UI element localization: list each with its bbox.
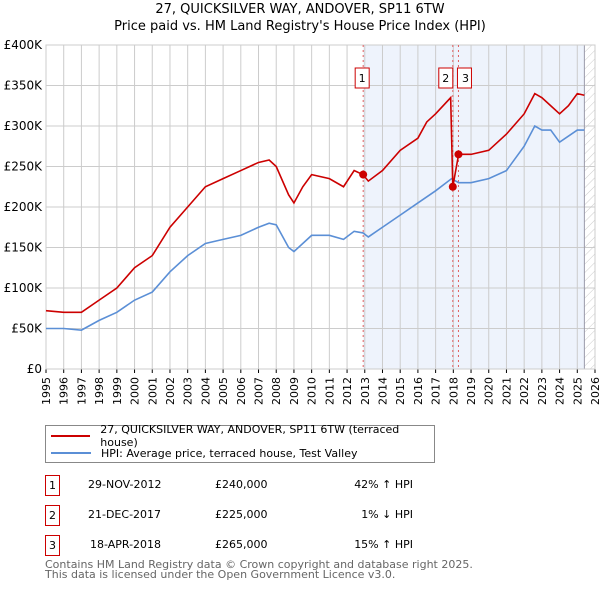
legend: 27, QUICKSILVER WAY, ANDOVER, SP11 6TW (… (45, 423, 435, 463)
x-tick-label: 2021 (500, 377, 513, 405)
x-tick-label: 2010 (306, 377, 319, 405)
x-tick-label: 2008 (270, 377, 283, 405)
sale-label-box (438, 67, 454, 89)
x-tick-label: 2003 (182, 377, 195, 405)
y-tick-label: £350K (4, 79, 44, 93)
x-tick-label: 2000 (129, 377, 142, 405)
y-tick-label: £300K (4, 119, 44, 133)
footer: Contains HM Land Registry data © Crown c… (45, 558, 473, 581)
x-tick-label: 2013 (359, 377, 372, 405)
x-tick-label: 1999 (111, 377, 124, 405)
legend-swatch-blue (51, 452, 91, 454)
sale-point (359, 170, 368, 179)
sale-marker: 2 (45, 505, 60, 526)
series-line (45, 92, 585, 314)
y-tick-label: £200K (4, 200, 44, 214)
sale-marker: 3 (45, 535, 60, 556)
x-tick-label: 2020 (483, 377, 496, 405)
sale-point (448, 182, 457, 191)
sale-hpi: 1% ↓ HPI (361, 508, 413, 521)
y-tick-label: £150K (4, 241, 44, 255)
sale-hpi: 42% ↑ HPI (354, 478, 413, 491)
x-tick-label: 2017 (430, 377, 443, 405)
sale-price: £240,000 (215, 478, 268, 491)
x-tick-label: 2001 (146, 377, 159, 405)
table-row: 2 21-DEC-2017 £225,000 1% ↓ HPI (45, 505, 445, 527)
sale-label-box (456, 67, 472, 89)
x-tick-label: 2014 (376, 377, 389, 405)
sale-point (454, 150, 463, 159)
sale-label: 1 (359, 72, 366, 85)
legend-label-property: 27, QUICKSILVER WAY, ANDOVER, SP11 6TW (… (100, 423, 400, 449)
y-tick-label: £0 (27, 362, 42, 376)
x-tick-label: 2011 (323, 377, 336, 405)
x-tick-label: 1996 (58, 377, 71, 405)
x-tick-label: 2022 (518, 377, 531, 405)
sale-price: £225,000 (215, 508, 268, 521)
y-tick-label: £50K (11, 322, 43, 336)
sale-marker: 1 (45, 475, 60, 496)
sale-price: £265,000 (215, 538, 268, 551)
x-tick-label: 2023 (536, 377, 549, 405)
y-tick-label: £100K (4, 281, 44, 295)
y-tick-label: £400K (4, 38, 44, 52)
chart-subtitle: Price paid vs. HM Land Registry's House … (114, 19, 486, 34)
sale-label: 2 (442, 72, 449, 85)
x-tick-label: 2006 (235, 377, 248, 405)
sale-date: 29-NOV-2012 (88, 478, 162, 491)
footer-line: This data is licensed under the Open Gov… (45, 568, 396, 581)
x-tick-label: 2026 (589, 377, 600, 405)
table-row: 1 29-NOV-2012 £240,000 42% ↑ HPI (45, 475, 445, 497)
table-row: 3 18-APR-2018 £265,000 15% ↑ HPI (45, 535, 445, 557)
x-tick-label: 1998 (93, 377, 106, 405)
x-tick-label: 2018 (447, 377, 460, 405)
x-tick-label: 2004 (199, 377, 212, 405)
sale-hpi: 15% ↑ HPI (354, 538, 413, 551)
x-tick-label: 2012 (341, 377, 354, 405)
x-tick-label: 2009 (288, 377, 301, 405)
plot-area: 1995 1996 1997 1998 1999 2000 2001 2002 2003 2004… (4, 38, 600, 405)
x-tick-label: 2016 (412, 377, 425, 405)
chart-title: 27, QUICKSILVER WAY, ANDOVER, SP11 6TW (155, 2, 445, 17)
sale-date: 18-APR-2018 (90, 538, 162, 551)
x-tick-label: 2002 (164, 377, 177, 405)
legend-swatch-red (51, 435, 91, 437)
sale-date: 21-DEC-2017 (88, 508, 162, 521)
x-tick-label: 1997 (75, 377, 88, 405)
series-line (46, 124, 585, 331)
x-tick-label: 2024 (554, 377, 567, 405)
sale-label: 3 (462, 72, 469, 85)
x-tick-label: 2005 (217, 377, 230, 405)
legend-label-hpi: HPI: Average price, terraced house, Test… (101, 446, 358, 460)
x-tick-label: 2019 (465, 377, 478, 405)
x-tick-label: 1995 (40, 377, 53, 405)
footer-line: Contains HM Land Registry data © Crown c… (45, 558, 473, 571)
y-tick-label: £250K (4, 160, 44, 174)
sale-label-box (354, 67, 370, 89)
x-tick-label: 2015 (394, 377, 407, 405)
x-tick-label: 2025 (571, 377, 584, 405)
x-tick-label: 2007 (253, 377, 266, 405)
plot-frame (45, 44, 596, 370)
